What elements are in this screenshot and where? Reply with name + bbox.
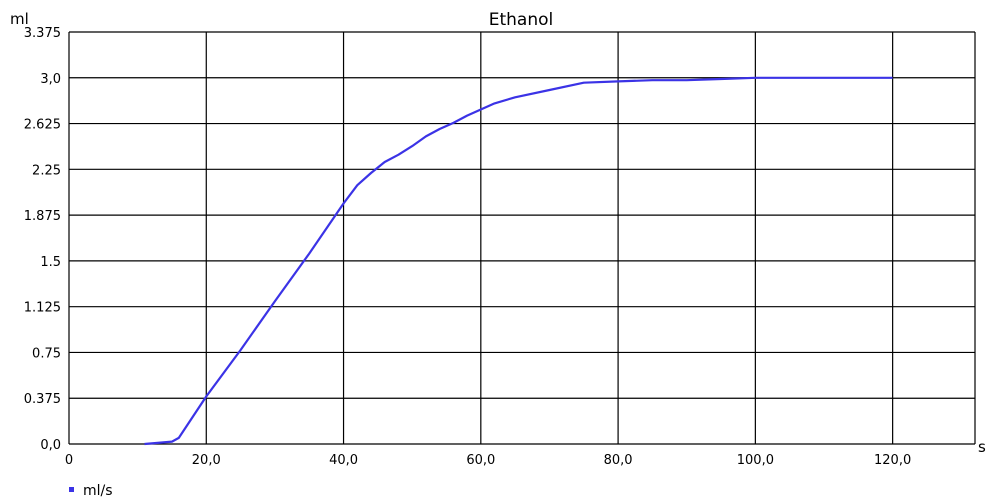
y-tick-label: 0.75 (32, 346, 61, 361)
y-tick-label: 3.375 (24, 26, 61, 41)
legend-label: ml/s (83, 483, 113, 499)
x-tick-label: 80,0 (604, 453, 633, 468)
y-tick-label: 1.125 (24, 301, 61, 316)
series-lines (144, 76, 893, 446)
series-line-0 (144, 76, 893, 446)
legend: ml/s (69, 483, 113, 499)
x-axis-label: s (978, 438, 986, 456)
tick-labels: 0,0 0.375 0.75 1.125 1.5 1.875 2.25 2.625 3,0 3.3… (24, 26, 911, 468)
y-tick-label: 2.25 (32, 163, 61, 178)
y-tick-label: 2.625 (24, 118, 61, 133)
y-tick-label: 1.875 (24, 209, 61, 224)
chart-title: Ethanol (489, 10, 554, 30)
y-tick-label: 3,0 (40, 72, 61, 87)
x-tick-label: 40,0 (329, 453, 358, 468)
gridlines (68, 31, 976, 445)
x-tick-label: 0 (65, 453, 73, 468)
x-tick-label: 20,0 (192, 453, 221, 468)
x-tick-label: 100,0 (737, 453, 774, 468)
x-tick-label: 120,0 (874, 453, 911, 468)
y-axis-label: ml (10, 10, 29, 28)
y-tick-label: 0,0 (40, 438, 61, 453)
y-tick-label: 0.375 (24, 392, 61, 407)
legend-swatch (69, 487, 74, 492)
y-tick-label: 1.5 (40, 255, 61, 270)
x-tick-label: 60,0 (466, 453, 495, 468)
